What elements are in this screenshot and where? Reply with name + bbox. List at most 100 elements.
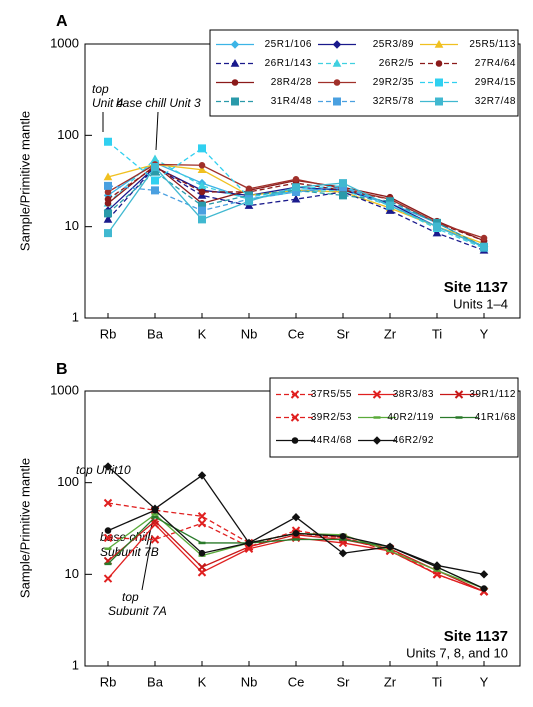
x-tick-label: Nb <box>241 674 258 689</box>
marker <box>104 200 112 207</box>
legend-label: 46R2/92 <box>393 435 434 446</box>
annotation: top <box>92 82 109 96</box>
y-tick-label: 10 <box>65 566 79 581</box>
marker <box>103 533 113 543</box>
annotation: top Unit10 <box>76 463 131 477</box>
marker <box>198 549 206 557</box>
legend-label: 31R4/48 <box>271 96 312 107</box>
marker <box>104 209 112 218</box>
marker <box>291 437 299 444</box>
pointer <box>141 534 153 591</box>
y-tick-label: 100 <box>57 127 79 142</box>
marker <box>103 498 113 508</box>
legend-label: 32R7/48 <box>475 96 516 107</box>
x-tick-label: K <box>198 326 207 341</box>
x-tick-label: Y <box>480 326 489 341</box>
marker <box>231 79 239 86</box>
marker <box>292 183 300 192</box>
marker <box>480 242 488 251</box>
marker <box>104 137 112 146</box>
marker <box>244 201 254 209</box>
marker <box>339 532 347 540</box>
legend-label: 32R5/78 <box>373 96 414 107</box>
x-tick-label: Zr <box>384 674 397 689</box>
marker <box>197 165 207 174</box>
legend-label: 40R2/119 <box>387 412 434 423</box>
x-tick-label: Y <box>480 674 489 689</box>
x-tick-label: Ba <box>147 326 164 341</box>
marker <box>292 530 300 537</box>
marker <box>198 144 206 153</box>
marker <box>333 79 341 86</box>
marker <box>151 176 159 185</box>
marker <box>385 206 395 214</box>
legend-label: 28R4/28 <box>271 77 312 88</box>
y-tick-label: 1 <box>72 309 79 324</box>
marker <box>290 413 300 422</box>
marker <box>332 58 342 67</box>
marker <box>197 519 207 528</box>
legend-label: 38R3/83 <box>393 389 434 400</box>
x-tick-label: Zr <box>384 326 397 341</box>
legend-box <box>209 29 519 117</box>
marker <box>150 535 160 544</box>
marker <box>230 58 240 67</box>
marker <box>292 176 300 183</box>
marker <box>435 78 443 87</box>
marker <box>151 163 159 172</box>
marker <box>104 527 112 534</box>
marker <box>433 222 441 231</box>
marker <box>245 197 253 206</box>
legend-label: 27R4/64 <box>475 58 516 69</box>
marker <box>432 561 442 570</box>
legend-label: 25R1/106 <box>265 39 312 50</box>
x-tick-label: K <box>198 674 207 689</box>
marker <box>151 186 159 195</box>
y-tick-label: 1000 <box>50 35 79 50</box>
marker <box>480 234 488 242</box>
marker <box>103 574 113 583</box>
marker <box>479 570 489 579</box>
y-tick-label: 10 <box>65 218 79 233</box>
marker <box>339 191 347 200</box>
legend-label: 26R2/5 <box>379 58 414 69</box>
legend-label: 37R5/55 <box>311 389 352 400</box>
y-tick-label: 100 <box>57 474 79 489</box>
marker <box>291 512 301 522</box>
panel-label: B <box>56 361 68 378</box>
marker <box>435 97 443 106</box>
marker <box>372 436 382 445</box>
marker <box>198 161 206 169</box>
x-tick-label: Rb <box>100 674 117 689</box>
y-axis-title: Sample/Primitive mantle <box>17 111 32 251</box>
legend-label: 29R4/15 <box>475 77 516 88</box>
marker <box>103 172 113 181</box>
marker <box>339 179 347 188</box>
marker <box>333 97 341 106</box>
marker <box>291 194 301 203</box>
marker <box>103 214 113 223</box>
marker <box>245 185 253 193</box>
legend-label: 26R1/143 <box>265 58 312 69</box>
x-tick-label: Ce <box>288 326 305 341</box>
marker <box>197 562 207 572</box>
series-line <box>107 516 485 590</box>
annotation: top <box>122 590 139 604</box>
site-sublabel: Units 7, 8, and 10 <box>406 645 508 660</box>
site-label: Site 1137 <box>444 279 508 296</box>
marker <box>290 390 300 399</box>
marker <box>150 504 160 513</box>
site-sublabel: Units 1–4 <box>453 296 508 311</box>
y-tick-label: 1000 <box>50 382 79 397</box>
legend-label: 39R1/112 <box>469 389 516 400</box>
x-tick-label: Ti <box>432 674 442 689</box>
marker <box>198 188 206 196</box>
marker <box>197 471 207 480</box>
x-tick-label: Sr <box>337 326 351 341</box>
annotation: Subunit 7A <box>108 604 167 618</box>
legend-label: 41R1/68 <box>475 412 516 423</box>
marker <box>150 154 160 163</box>
legend-label: 44R4/68 <box>311 435 352 446</box>
